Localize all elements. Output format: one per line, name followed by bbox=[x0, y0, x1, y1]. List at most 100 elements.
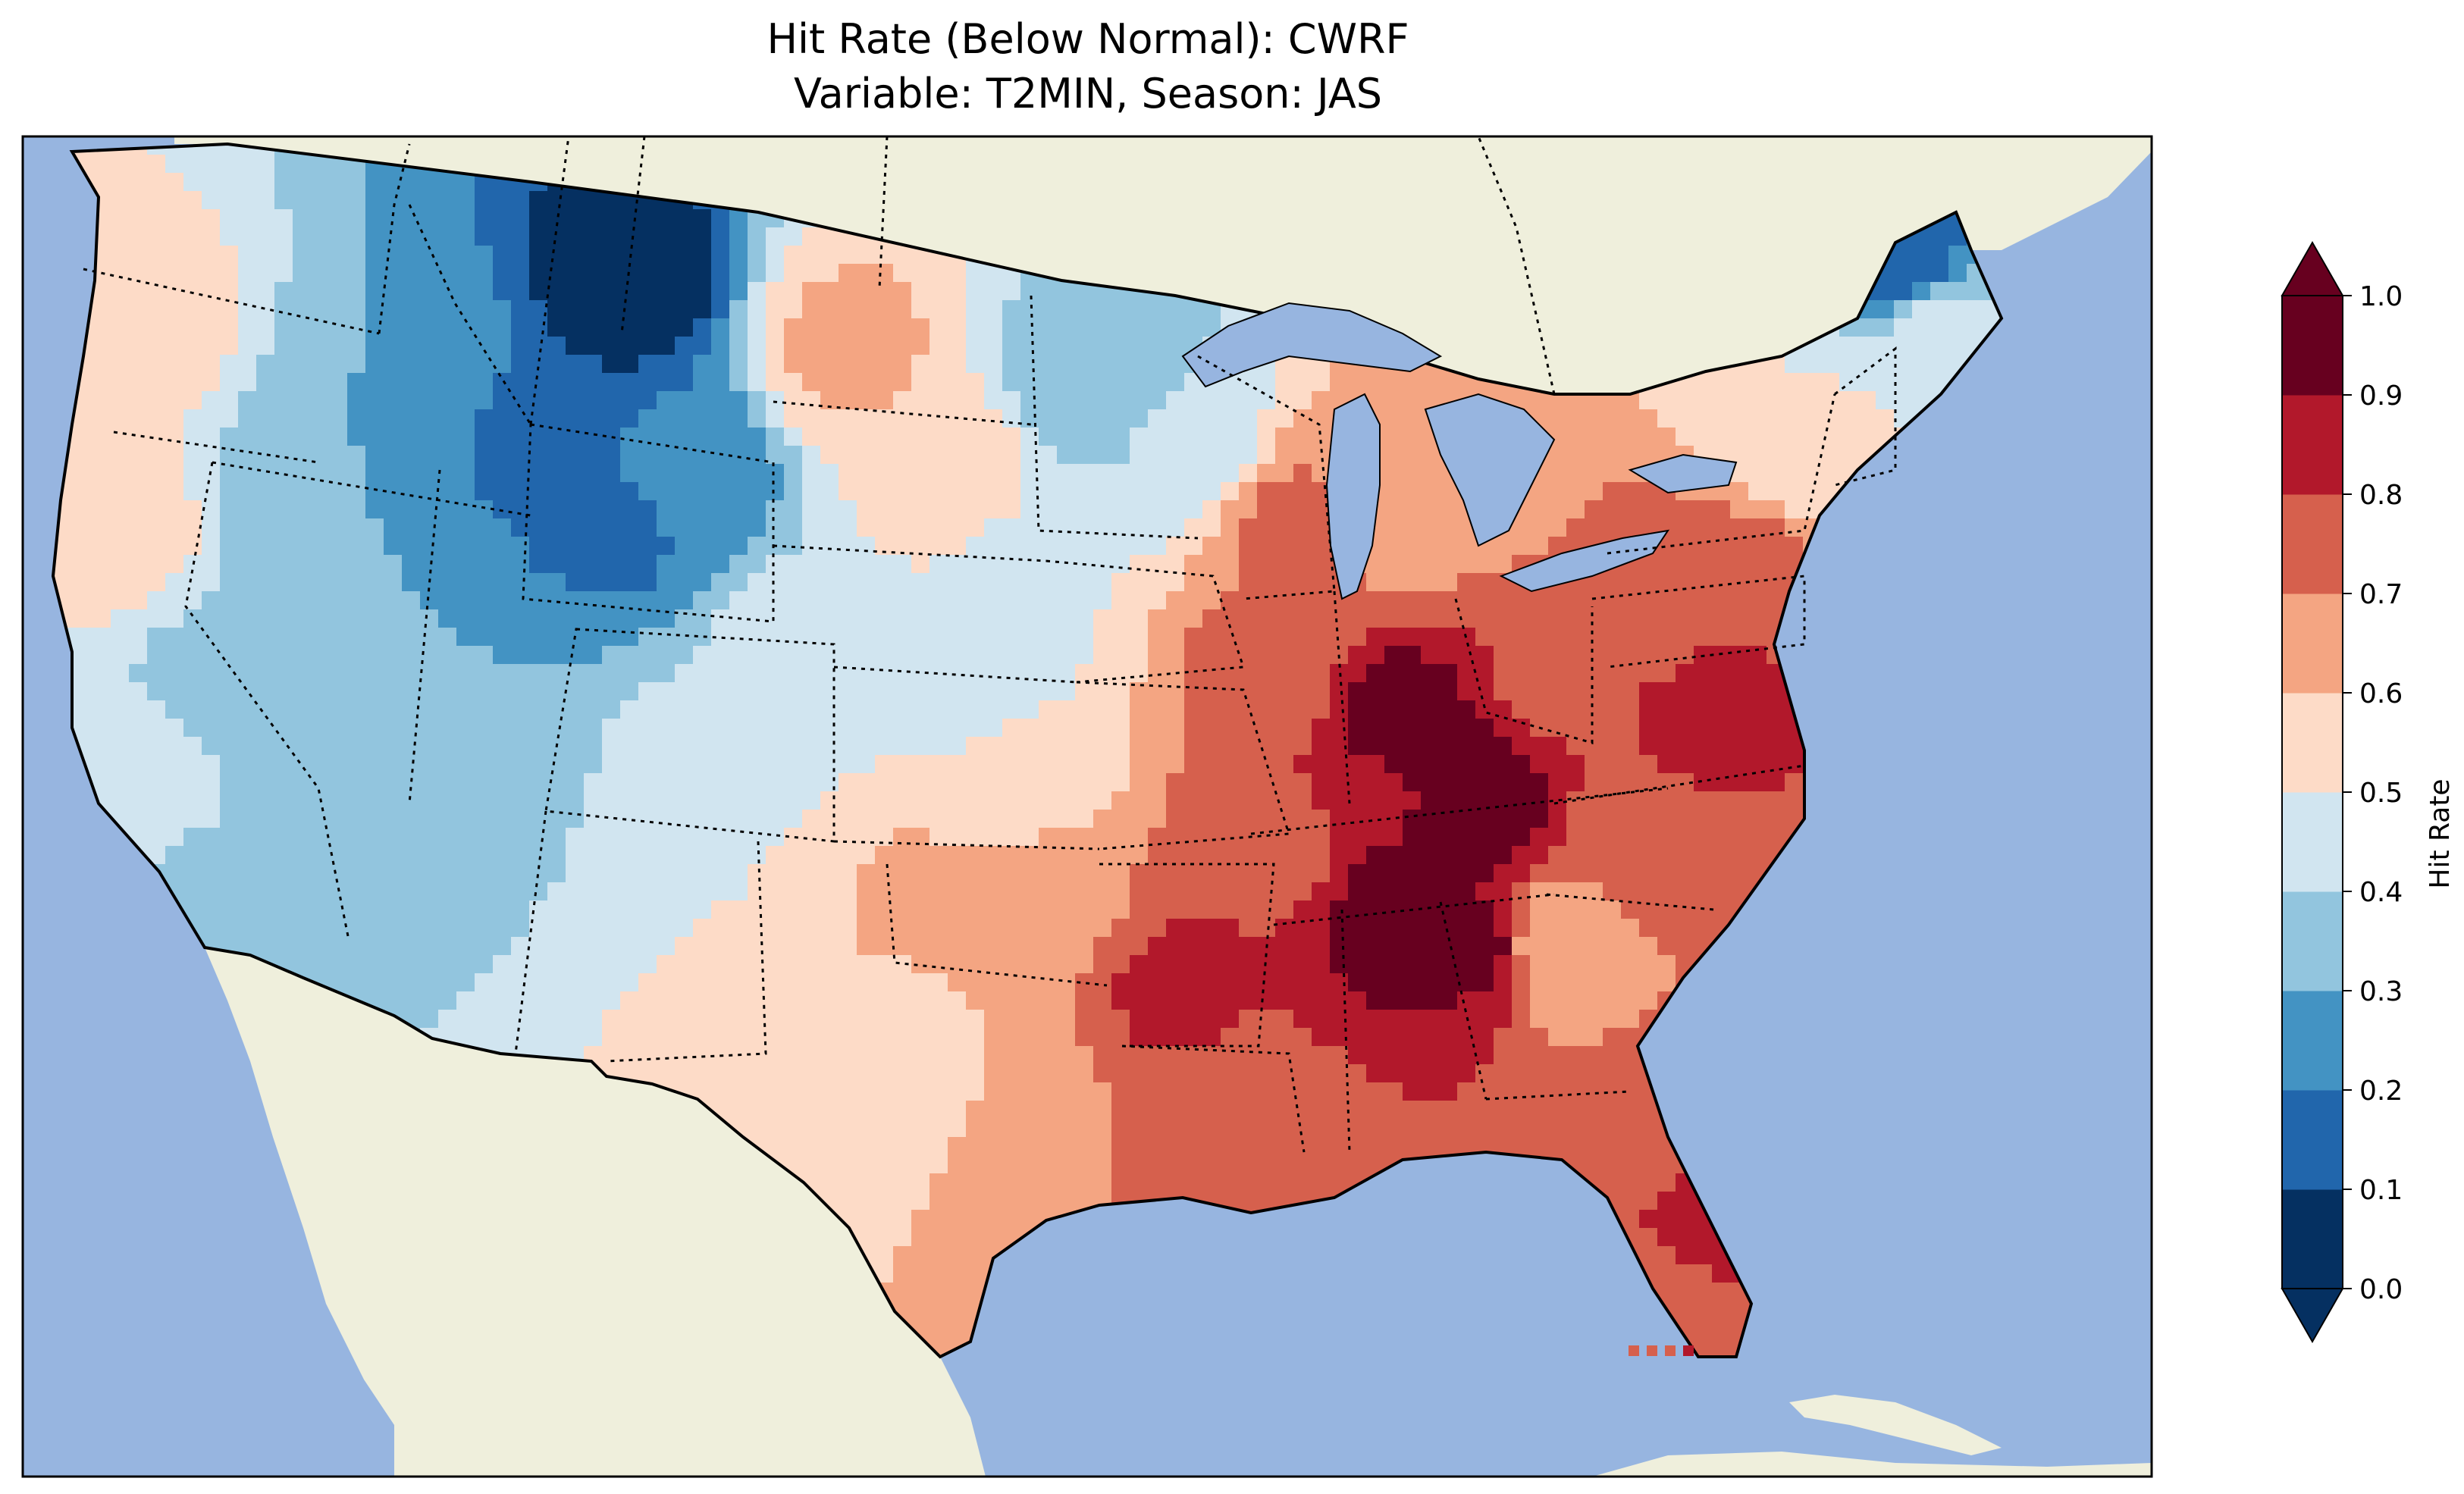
hit-rate-cell bbox=[511, 355, 530, 374]
hit-rate-cell bbox=[638, 882, 657, 901]
hit-rate-cell bbox=[1585, 937, 1603, 956]
hit-rate-cell bbox=[347, 791, 366, 810]
hit-rate-cell bbox=[1166, 900, 1185, 919]
hit-rate-cell bbox=[511, 246, 530, 265]
hit-rate-cell bbox=[1111, 373, 1130, 392]
hit-rate-cell bbox=[657, 373, 676, 392]
hit-rate-cell bbox=[511, 700, 530, 719]
hit-rate-cell bbox=[438, 500, 457, 519]
hit-rate-cell bbox=[839, 719, 857, 738]
hit-rate-cell bbox=[1967, 318, 1986, 337]
hit-rate-cell bbox=[1166, 682, 1185, 701]
hit-rate-cell bbox=[1457, 737, 1476, 756]
hit-rate-cell bbox=[893, 246, 912, 265]
hit-rate-cell bbox=[766, 591, 785, 610]
hit-rate-cell bbox=[1457, 573, 1476, 592]
hit-rate-cell bbox=[1111, 609, 1130, 628]
hit-rate-cell bbox=[547, 646, 566, 665]
hit-rate-cell bbox=[966, 428, 985, 446]
hit-rate-cell bbox=[438, 682, 457, 701]
hit-rate-cell bbox=[729, 737, 748, 756]
hit-rate-cell bbox=[711, 664, 730, 683]
hit-rate-cell bbox=[1275, 609, 1294, 628]
hit-rate-cell bbox=[1184, 700, 1203, 719]
hit-rate-cell bbox=[748, 573, 766, 592]
hit-rate-cell bbox=[1766, 482, 1785, 501]
hit-rate-cell bbox=[602, 700, 621, 719]
hit-rate-cell bbox=[566, 810, 585, 828]
hit-rate-cell bbox=[1275, 373, 1294, 392]
hit-rate-cell bbox=[1184, 500, 1203, 519]
hit-rate-cell bbox=[256, 482, 275, 501]
caribbean-south-land bbox=[1592, 1452, 2152, 1477]
hit-rate-cell bbox=[948, 555, 967, 574]
hit-rate-cell bbox=[748, 318, 766, 337]
hit-rate-cell bbox=[1184, 391, 1203, 410]
hit-rate-cell bbox=[1184, 900, 1203, 919]
hit-rate-cell bbox=[1639, 828, 1658, 847]
hit-rate-cell bbox=[1002, 882, 1021, 901]
hit-rate-cell bbox=[1566, 828, 1585, 847]
hit-rate-cell bbox=[584, 318, 603, 337]
hit-rate-cell bbox=[1748, 828, 1767, 847]
hit-rate-cell bbox=[347, 700, 366, 719]
hit-rate-cell bbox=[602, 337, 621, 355]
hit-rate-cell bbox=[1330, 773, 1349, 792]
hit-rate-cell bbox=[1093, 428, 1112, 446]
hit-rate-cell bbox=[1202, 646, 1221, 665]
hit-rate-cell bbox=[529, 391, 548, 410]
hit-rate-cell bbox=[420, 828, 439, 847]
hit-rate-cell bbox=[129, 810, 148, 828]
hit-rate-cell bbox=[1257, 919, 1276, 938]
hit-rate-cell bbox=[1421, 828, 1440, 847]
hit-rate-cell bbox=[875, 737, 894, 756]
hit-rate-cell bbox=[384, 500, 403, 519]
hit-rate-cell bbox=[1093, 900, 1112, 919]
hit-rate-cell bbox=[1712, 846, 1731, 865]
hit-rate-cell bbox=[365, 191, 384, 210]
hit-rate-cell bbox=[256, 227, 275, 246]
hit-rate-cell bbox=[1111, 882, 1130, 901]
hit-rate-cell bbox=[984, 719, 1003, 738]
hit-rate-cell bbox=[766, 646, 785, 665]
hit-rate-cell bbox=[311, 409, 330, 428]
hit-rate-cell bbox=[1585, 900, 1603, 919]
hit-rate-cell bbox=[657, 664, 676, 683]
hit-rate-cell bbox=[475, 700, 494, 719]
hit-rate-cell bbox=[711, 318, 730, 337]
title-line-2: Variable: T2MIN, Season: JAS bbox=[794, 70, 1382, 117]
hit-rate-cell bbox=[111, 646, 130, 665]
hit-rate-cell bbox=[1057, 464, 1076, 483]
hit-rate-cell bbox=[1657, 555, 1676, 574]
hit-rate-cell bbox=[1239, 919, 1258, 938]
hit-rate-cell bbox=[129, 500, 148, 519]
hit-rate-cell bbox=[1293, 518, 1312, 537]
hit-rate-cell bbox=[347, 537, 366, 556]
hit-rate-cell bbox=[1403, 700, 1422, 719]
hit-rate-cell bbox=[1293, 846, 1312, 865]
hit-rate-cell bbox=[456, 264, 475, 283]
hit-rate-cell bbox=[566, 555, 585, 574]
hit-rate-cell bbox=[547, 409, 566, 428]
hit-rate-cell bbox=[202, 628, 221, 647]
hit-rate-cell bbox=[311, 391, 330, 410]
hit-rate-cell bbox=[1639, 755, 1658, 774]
hit-rate-cell bbox=[1293, 828, 1312, 847]
hit-rate-cell bbox=[602, 882, 621, 901]
hit-rate-cell bbox=[1621, 919, 1640, 938]
hit-rate-cell bbox=[129, 573, 148, 592]
hit-rate-cell bbox=[475, 337, 494, 355]
hit-rate-cell bbox=[456, 846, 475, 865]
hit-rate-cell bbox=[911, 646, 930, 665]
hit-rate-cell bbox=[183, 337, 202, 355]
hit-rate-cell bbox=[839, 318, 857, 337]
hit-rate-cell bbox=[384, 446, 403, 465]
hit-rate-cell bbox=[875, 246, 894, 265]
hit-rate-cell bbox=[620, 337, 639, 355]
hit-rate-cell bbox=[1366, 810, 1385, 828]
hit-rate-cell bbox=[92, 337, 111, 355]
hit-rate-cell bbox=[566, 227, 585, 246]
hit-rate-cell bbox=[1512, 846, 1531, 865]
hit-rate-cell bbox=[475, 409, 494, 428]
hit-rate-cell bbox=[1202, 428, 1221, 446]
